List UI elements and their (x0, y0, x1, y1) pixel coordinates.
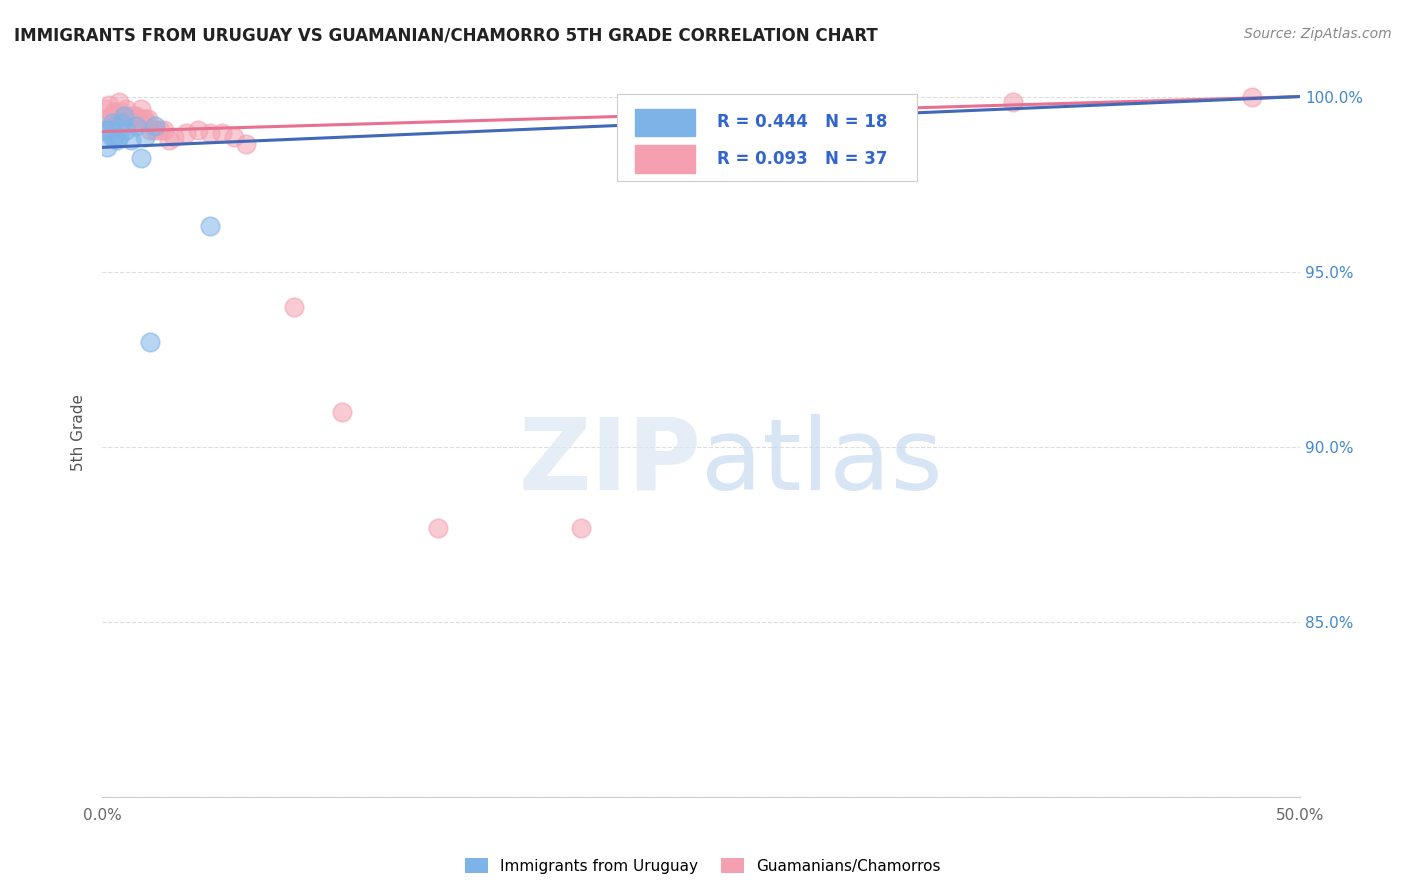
Text: IMMIGRANTS FROM URUGUAY VS GUAMANIAN/CHAMORRO 5TH GRADE CORRELATION CHART: IMMIGRANTS FROM URUGUAY VS GUAMANIAN/CHA… (14, 27, 877, 45)
Legend: Immigrants from Uruguay, Guamanians/Chamorros: Immigrants from Uruguay, Guamanians/Cham… (458, 852, 948, 880)
Point (110, 105, 132, 120)
Point (117, 109, 139, 123)
Text: ZIP: ZIP (519, 414, 702, 510)
Point (134, 129, 156, 144)
Point (120, 133, 142, 147)
Point (132, 112, 155, 127)
Point (120, 112, 142, 127)
Point (283, 300, 305, 314)
Point (93, 102, 115, 116)
Point (222, 129, 245, 144)
Point (1241, 89, 1264, 103)
Point (1001, 95, 1024, 109)
Point (112, 112, 135, 127)
Point (103, 105, 125, 120)
Point (115, 123, 138, 137)
Point (198, 126, 221, 140)
Bar (636, 109, 695, 136)
Text: R = 0.093   N = 37: R = 0.093 N = 37 (717, 150, 887, 168)
Point (101, 116, 124, 130)
Point (122, 109, 145, 123)
Point (103, 129, 125, 144)
Point (143, 120, 166, 134)
Point (149, 123, 172, 137)
Point (174, 126, 197, 140)
Point (569, 520, 592, 534)
Point (139, 123, 162, 137)
Point (101, 109, 124, 123)
Point (108, 129, 131, 144)
Point (105, 133, 128, 147)
Point (187, 123, 209, 137)
Point (134, 112, 156, 127)
Point (125, 109, 148, 123)
Text: atlas: atlas (702, 414, 943, 510)
Point (115, 102, 138, 116)
Point (139, 334, 162, 349)
Point (112, 109, 135, 123)
Text: Source: ZipAtlas.com: Source: ZipAtlas.com (1244, 27, 1392, 41)
Point (330, 405, 353, 419)
Point (136, 112, 159, 127)
Point (143, 123, 166, 137)
Point (157, 133, 180, 147)
Point (235, 136, 257, 151)
Point (129, 151, 152, 165)
Point (198, 219, 221, 234)
Point (127, 112, 149, 127)
Point (96, 140, 118, 154)
Y-axis label: 5th Grade: 5th Grade (72, 394, 86, 472)
FancyBboxPatch shape (617, 94, 917, 181)
Point (163, 129, 186, 144)
Point (108, 95, 131, 109)
Point (105, 109, 128, 123)
Point (211, 126, 233, 140)
Point (98, 98, 121, 112)
Bar (636, 145, 695, 173)
Point (110, 116, 132, 130)
Point (96, 112, 118, 127)
Point (93, 123, 115, 137)
Point (101, 129, 124, 144)
Point (153, 123, 176, 137)
Point (129, 102, 152, 116)
Point (98, 123, 121, 137)
Point (426, 520, 449, 534)
Point (125, 120, 148, 134)
Text: R = 0.444   N = 18: R = 0.444 N = 18 (717, 113, 887, 131)
